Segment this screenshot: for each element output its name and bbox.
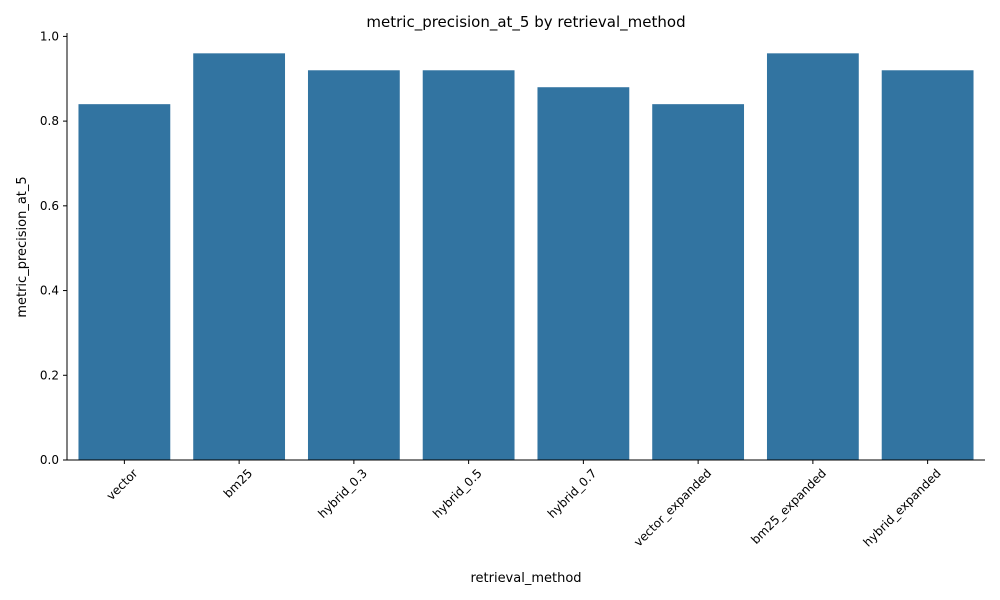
x-tick-label: hybrid_0.3 (315, 466, 370, 521)
x-axis-label: retrieval_method (470, 571, 581, 586)
bar-hybrid_expanded (881, 70, 974, 461)
y-tick-label: 0.0 (40, 453, 59, 467)
bar-hybrid_0.3 (307, 70, 400, 461)
bar-hybrid_0.7 (537, 87, 630, 460)
bar-bm25_expanded (766, 53, 859, 460)
x-tick-label: vector_expanded (631, 466, 714, 549)
x-tick-label: hybrid_0.5 (430, 466, 485, 521)
y-tick-label: 0.4 (40, 284, 59, 298)
chart-title: metric_precision_at_5 by retrieval_metho… (366, 13, 685, 32)
bar-vector (78, 104, 171, 461)
x-tick-label: vector (104, 466, 141, 503)
x-tick-label: hybrid_0.7 (545, 466, 600, 521)
y-tick-label: 1.0 (40, 29, 59, 43)
y-tick-label: 0.2 (40, 368, 59, 382)
y-axis-ticks: 0.0 0.2 0.4 0.6 0.8 1.0 (40, 29, 67, 467)
bar-vector_expanded (652, 104, 745, 461)
y-axis-label: metric_precision_at_5 (15, 176, 30, 317)
y-tick-label: 0.8 (40, 114, 59, 128)
bar-hybrid_0.5 (422, 70, 515, 461)
x-tick-label: bm25 (221, 466, 255, 500)
x-axis-ticks: vector bm25 hybrid_0.3 hybrid_0.5 hybrid_0.7… (104, 460, 944, 549)
x-tick-label: bm25_expanded (748, 466, 829, 547)
bar-bm25 (193, 53, 286, 460)
bars-group (78, 53, 974, 461)
x-tick-label: hybrid_expanded (861, 466, 944, 549)
y-tick-label: 0.6 (40, 199, 59, 213)
